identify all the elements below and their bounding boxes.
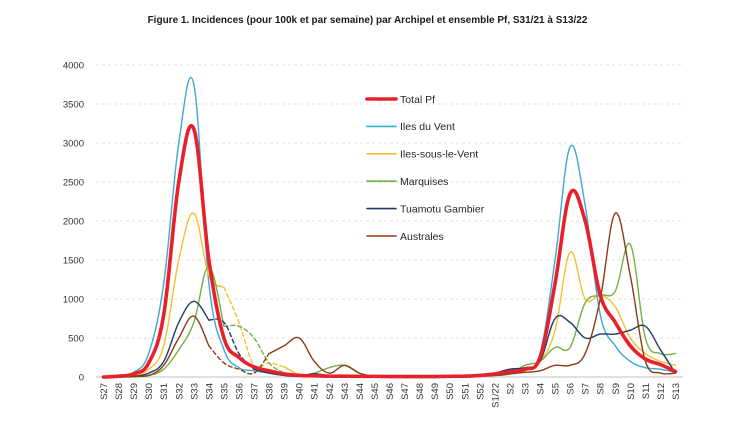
- series-line-total-pf: [101, 124, 678, 379]
- x-tick-label: S46: [385, 383, 396, 400]
- series-line-tuamotu-gambier-a: [102, 300, 210, 378]
- x-tick-label: S45: [370, 383, 381, 400]
- x-tick-label: S28: [114, 383, 125, 400]
- x-tick-label: S9: [611, 383, 622, 395]
- series-line-australes-b: [268, 212, 677, 378]
- x-tick-label: S37: [250, 383, 261, 400]
- x-tick-label: S38: [265, 383, 276, 400]
- y-tick-label: 4000: [63, 61, 84, 72]
- x-tick-label: S10: [626, 383, 637, 400]
- series-line-iles-sous-le-vent-b: [283, 251, 677, 378]
- y-tick-label: 2500: [63, 178, 84, 189]
- legend-label-iles-sous-le-vent: Iles-sous-le-Vent: [400, 149, 478, 161]
- x-tick-label: S13: [671, 383, 682, 400]
- x-tick-label: S12: [656, 383, 667, 400]
- chart-title: Figure 1. Incidences (pour 100k et par s…: [148, 15, 588, 26]
- legend-label-marquises: Marquises: [400, 176, 448, 188]
- x-tick-label: S8: [596, 383, 607, 395]
- x-tick-label: S3: [520, 383, 531, 395]
- y-gridlines: [96, 64, 683, 339]
- legend-label-total-pf: Total Pf: [400, 94, 435, 106]
- x-tick-label: S36: [234, 383, 245, 400]
- x-tick-label: S32: [174, 383, 185, 400]
- x-axis-ticks: S27 S28 S29 S30 S31 S32 S33 S34 S35 S36 S37 S38 S39 S…: [99, 383, 682, 408]
- x-tick-label: S4: [536, 383, 547, 395]
- x-tick-label: S6: [566, 383, 577, 395]
- x-tick-label: S41: [310, 383, 321, 400]
- series-line-tuamotu-gambier-b: [253, 314, 677, 377]
- x-tick-label: S29: [129, 383, 140, 400]
- x-tick-label: S40: [295, 383, 306, 400]
- y-tick-label: 3000: [63, 139, 84, 150]
- x-tick-label: S43: [340, 383, 351, 400]
- x-tick-label: S27: [99, 383, 110, 400]
- legend-label-iles-du-vent: Iles du Vent: [400, 121, 455, 133]
- x-tick-label: S7: [581, 383, 592, 395]
- x-tick-label: S31: [159, 383, 170, 400]
- x-tick-label: S35: [219, 383, 230, 400]
- x-tick-label: S39: [280, 383, 291, 400]
- x-tick-label: S1/22: [490, 383, 501, 408]
- x-tick-label: S49: [430, 383, 441, 400]
- series-line-marquises-dashed: [223, 324, 285, 374]
- legend-label-tuamotu-gambier: Tuamotu Gambier: [400, 203, 485, 215]
- x-tick-label: S5: [551, 383, 562, 395]
- series-line-iles-sous-le-vent-dashed: [223, 286, 285, 369]
- y-tick-label: 2000: [63, 217, 84, 228]
- x-tick-label: S42: [325, 383, 336, 400]
- x-tick-label: S51: [460, 383, 471, 400]
- x-tick-label: S44: [355, 383, 366, 400]
- y-tick-label: 0: [79, 373, 84, 384]
- x-tick-label: S33: [189, 383, 200, 400]
- legend: Total Pf Iles du Vent Iles-sous-le-Vent Mar…: [365, 94, 485, 243]
- x-tick-label: S52: [475, 383, 486, 400]
- x-tick-label: S2: [505, 383, 516, 395]
- y-axis-ticks: 0 500 1000 1500 2000 2500 3000 3500 4000: [63, 61, 84, 384]
- y-tick-label: 500: [68, 334, 84, 345]
- x-tick-label: S34: [204, 383, 215, 400]
- x-tick-label: S47: [400, 383, 411, 400]
- legend-label-australes: Australes: [400, 231, 444, 243]
- x-tick-label: S11: [641, 383, 652, 399]
- y-tick-label: 1000: [63, 295, 84, 306]
- y-tick-label: 1500: [63, 256, 84, 267]
- x-tick-label: S48: [415, 383, 426, 400]
- y-tick-label: 3500: [63, 100, 84, 111]
- series-lines: [101, 76, 678, 379]
- x-tick-label: S50: [445, 383, 456, 400]
- x-tick-label: S30: [144, 383, 155, 400]
